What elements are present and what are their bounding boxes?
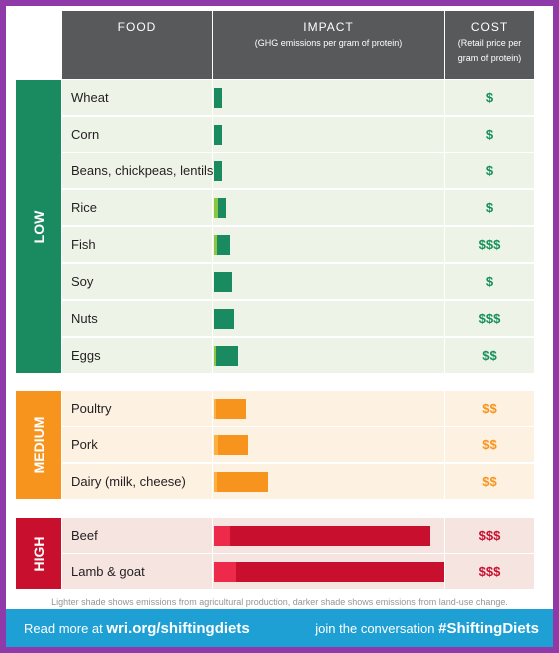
impact-cell — [213, 464, 444, 499]
cost-value: $$$ — [445, 227, 534, 262]
land-use-emissions-bar — [230, 526, 430, 546]
footer-url-link[interactable]: wri.org/shiftingdiets — [106, 620, 250, 637]
cost-header-label: COST — [470, 20, 509, 34]
land-use-emissions-bar — [214, 161, 222, 181]
cost-value: $ — [445, 264, 534, 299]
infographic-frame: FOOD IMPACT (GHG emissions per gram of p… — [6, 6, 553, 647]
food-row: Dairy (milk, cheese) $$ — [62, 464, 534, 499]
impact-cell — [213, 80, 444, 115]
food-row: Beef $$$ — [62, 518, 534, 553]
impact-cell — [213, 427, 444, 462]
food-row: Corn $ — [62, 117, 534, 152]
food-row: Poultry $$ — [62, 391, 534, 426]
food-column-header: FOOD — [62, 11, 212, 79]
food-name: Fish — [62, 227, 212, 262]
food-name: Beef — [62, 518, 212, 553]
cost-value: $ — [445, 190, 534, 225]
cost-value: $ — [445, 153, 534, 188]
cost-value: $$$ — [445, 554, 534, 589]
food-name: Dairy (milk, cheese) — [62, 464, 212, 499]
cost-column-header: COST (Retail price per gram of protein) — [445, 11, 534, 79]
impact-cell — [213, 391, 444, 426]
cost-value: $$ — [445, 338, 534, 373]
land-use-emissions-bar — [214, 272, 232, 292]
land-use-emissions-bar — [216, 399, 246, 419]
band-label: LOW — [30, 210, 47, 243]
food-name: Beans, chickpeas, lentils — [62, 153, 213, 188]
food-name: Soy — [62, 264, 212, 299]
band-low: LOW — [16, 80, 61, 373]
food-name: Rice — [62, 190, 212, 225]
land-use-emissions-bar — [214, 88, 222, 108]
food-name: Wheat — [62, 80, 212, 115]
agricultural-emissions-bar — [214, 198, 218, 218]
land-use-emissions-bar — [217, 472, 268, 492]
impact-cell — [213, 117, 444, 152]
cost-value: $$$ — [445, 518, 534, 553]
impact-header-label: IMPACT — [303, 20, 354, 34]
band-label: HIGH — [30, 536, 47, 571]
cost-header-subtitle: (Retail price per gram of protein) — [445, 36, 534, 66]
cost-value: $$ — [445, 464, 534, 499]
read-more-label: Read more at — [24, 621, 103, 636]
footer-banner: Read more at wri.org/shiftingdiets join … — [6, 609, 553, 647]
impact-cell — [213, 518, 444, 553]
land-use-emissions-bar — [214, 309, 234, 329]
footer-read-more: Read more at wri.org/shiftingdiets — [24, 620, 250, 637]
impact-cell — [213, 264, 444, 299]
food-name: Pork — [62, 427, 212, 462]
impact-cell — [213, 338, 444, 373]
cost-value: $ — [445, 80, 534, 115]
food-row: Beans, chickpeas, lentils $ — [62, 153, 534, 188]
footer-hashtag[interactable]: #ShiftingDiets — [438, 620, 539, 637]
land-use-emissions-bar — [236, 562, 444, 582]
food-header-label: FOOD — [117, 20, 157, 34]
impact-header-subtitle: (GHG emissions per gram of protein) — [254, 38, 403, 48]
impact-cell — [213, 153, 444, 188]
band-high: HIGH — [16, 518, 61, 589]
food-name: Corn — [62, 117, 212, 152]
cost-subtitle-line-1: (Retail price per — [457, 38, 522, 48]
cost-subtitle-line-2: gram of protein) — [457, 53, 522, 63]
impact-cell — [213, 190, 444, 225]
land-use-emissions-bar — [218, 435, 248, 455]
cost-value: $$$ — [445, 301, 534, 336]
food-row: Fish $$$ — [62, 227, 534, 262]
food-row: Wheat $ — [62, 80, 534, 115]
land-use-emissions-bar — [217, 235, 230, 255]
agricultural-emissions-bar — [214, 346, 216, 366]
join-label: join the conversation — [315, 621, 435, 636]
band-label: MEDIUM — [30, 416, 47, 474]
food-row: Nuts $$$ — [62, 301, 534, 336]
agricultural-emissions-bar — [214, 235, 217, 255]
band-medium: MEDIUM — [16, 391, 61, 499]
impact-cell — [213, 301, 444, 336]
agricultural-emissions-bar — [214, 435, 218, 455]
land-use-emissions-bar — [218, 198, 226, 218]
cost-value: $ — [445, 117, 534, 152]
food-row: Pork $$ — [62, 427, 534, 462]
food-row: Soy $ — [62, 264, 534, 299]
agricultural-emissions-bar — [214, 526, 230, 546]
food-name: Nuts — [62, 301, 212, 336]
food-name: Poultry — [62, 391, 212, 426]
food-row: Eggs $$ — [62, 338, 534, 373]
agricultural-emissions-bar — [214, 562, 236, 582]
land-use-emissions-bar — [214, 125, 222, 145]
food-row: Rice $ — [62, 190, 534, 225]
footer-join: join the conversation #ShiftingDiets — [315, 620, 539, 637]
food-name: Eggs — [62, 338, 212, 373]
food-name: Lamb & goat — [62, 554, 212, 589]
food-row: Lamb & goat $$$ — [62, 554, 534, 589]
cost-value: $$ — [445, 391, 534, 426]
land-use-emissions-bar — [216, 346, 238, 366]
impact-cell — [213, 227, 444, 262]
chart-note: Lighter shade shows emissions from agric… — [51, 597, 508, 607]
agricultural-emissions-bar — [214, 399, 216, 419]
impact-column-header: IMPACT (GHG emissions per gram of protei… — [213, 11, 444, 79]
impact-cell — [213, 554, 444, 589]
cost-value: $$ — [445, 427, 534, 462]
agricultural-emissions-bar — [214, 472, 217, 492]
